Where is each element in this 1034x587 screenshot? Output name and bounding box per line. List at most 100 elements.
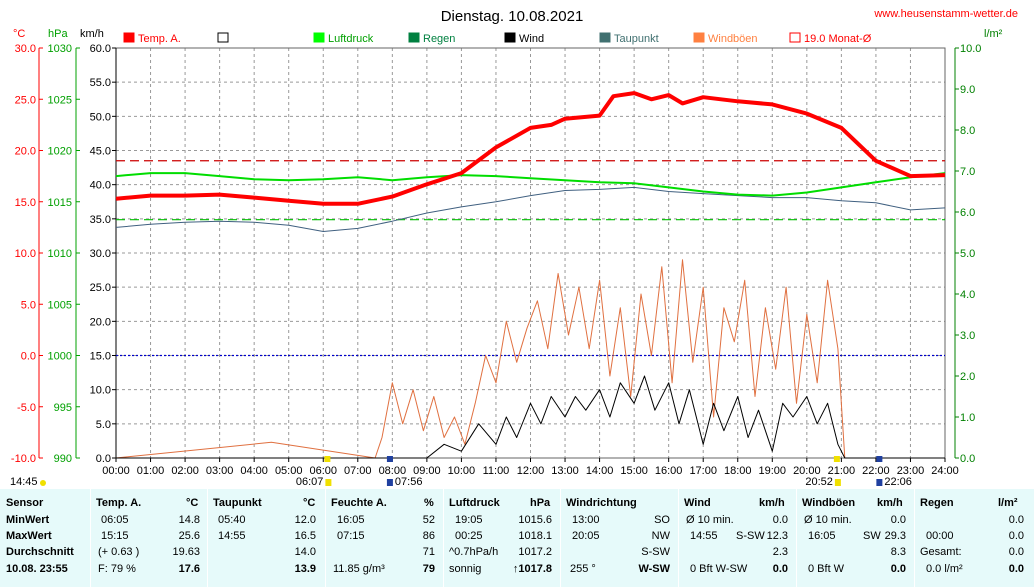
moon-marker-icon xyxy=(876,456,883,462)
time-marker-label: 22:06 xyxy=(884,476,912,488)
time-marker-label: 20:52 xyxy=(805,476,833,488)
x-tick-label: 16:00 xyxy=(655,465,683,477)
chart-title: Dienstag. 10.08.2021 xyxy=(441,8,584,25)
legend-swatch xyxy=(123,32,135,43)
wind-axis-tick-label: 30.0 xyxy=(90,248,111,260)
avg-temp: 19.63 xyxy=(172,546,200,558)
temp-axis-tick-label: -5.0 xyxy=(17,402,36,414)
x-tick-label: 23:00 xyxy=(897,465,925,477)
min-feu-time: 16:05 xyxy=(337,514,365,526)
legend-swatch xyxy=(693,32,705,43)
time-markers: 14:45 06:07 07:56 20:52 22:06 xyxy=(10,456,912,488)
header-luftdruck: Luftdruck xyxy=(449,497,500,509)
wind-axis-tick-label: 60.0 xyxy=(90,43,111,55)
legend-label: Regen xyxy=(423,33,455,45)
wind-axis-label: km/h xyxy=(80,28,104,40)
avg-re: 0.0 xyxy=(1008,546,1024,558)
x-tick-label: 00:00 xyxy=(102,465,130,477)
temp-axis-tick-label: 20.0 xyxy=(15,146,36,158)
legend-label: 19.0 Monat-Ø xyxy=(804,33,872,45)
x-tick-label: 08:00 xyxy=(379,465,407,477)
series-lines xyxy=(115,91,946,459)
pressure-axis-label: hPa xyxy=(48,28,68,40)
series-line-luftdruck xyxy=(115,172,946,197)
max-feu-time: 07:15 xyxy=(337,530,365,542)
temp-axis-tick-label: 5.0 xyxy=(21,299,36,311)
max-wr-time: 20:05 xyxy=(572,530,600,542)
avg-wi: 2.3 xyxy=(772,546,788,558)
legend-swatch xyxy=(599,32,611,43)
legend-swatch xyxy=(789,32,801,43)
axes: -10.0 -5.0 0.0 5.0 10.0 15.0 20.0 25.0 30.0 990 99… xyxy=(11,43,982,465)
min-feu: 52 xyxy=(422,514,435,526)
wind-axis-tick-label: 0.0 xyxy=(96,453,111,465)
rain-axis-tick-label: 8.0 xyxy=(960,125,975,137)
x-tick-label: 06:00 xyxy=(309,465,337,477)
x-tick-label: 14:00 xyxy=(586,465,614,477)
avg-temp-delta: (+ 0.63 ) xyxy=(98,546,140,558)
x-tick-label: 01:00 xyxy=(137,465,165,477)
temp-axis-tick-label: 0.0 xyxy=(21,351,36,363)
legend-label: Wind xyxy=(519,33,544,45)
series-line-taupunkt xyxy=(115,186,946,232)
max-lu: 1018.1 xyxy=(518,530,552,542)
chart-background xyxy=(0,0,1034,489)
avg-wb: 8.3 xyxy=(890,546,906,558)
max-tau: 16.5 xyxy=(294,530,316,542)
min-wi: 0.0 xyxy=(772,514,788,526)
cur-wr-deg: 255 ° xyxy=(570,563,596,575)
cur-tau: 13.9 xyxy=(294,563,316,575)
header-temp: Temp. A. xyxy=(96,497,142,509)
max-re: 0.0 xyxy=(1008,530,1024,542)
max-temp-time: 15:15 xyxy=(101,530,129,542)
header-temp-unit: °C xyxy=(186,497,199,509)
x-tick-label: 11:00 xyxy=(483,465,510,477)
x-tick-label: 07:00 xyxy=(344,465,372,477)
x-tick-label: 02:00 xyxy=(171,465,199,477)
series-line-temp-a- xyxy=(115,91,946,206)
temp-axis-label: °C xyxy=(13,28,25,40)
min-lu: 1015.6 xyxy=(518,514,552,526)
x-tick-label: 10:00 xyxy=(448,465,476,477)
rain-axis-tick-label: 5.0 xyxy=(960,248,975,260)
site-url[interactable]: www.heusenstamm-wetter.de xyxy=(873,8,1018,20)
wind-axis-tick-label: 35.0 xyxy=(90,214,111,226)
wind-axis-tick-label: 50.0 xyxy=(90,111,111,123)
wind-axis-tick-label: 45.0 xyxy=(90,146,111,158)
time-marker-label: 14:45 xyxy=(10,476,38,488)
min-temp: 14.8 xyxy=(178,514,200,526)
x-tick-label: 17:00 xyxy=(689,465,717,477)
rain-axis-tick-label: 2.0 xyxy=(960,371,975,383)
rain-axis-tick-label: 3.0 xyxy=(960,330,975,342)
rain-axis-tick-label: 6.0 xyxy=(960,207,975,219)
x-tick-label: 03:00 xyxy=(206,465,234,477)
min-re: 0.0 xyxy=(1008,514,1024,526)
min-wb-time: Ø 10 min. xyxy=(804,514,852,526)
legend-label: Temp. A. xyxy=(138,33,181,45)
wind-axis-tick-label: 5.0 xyxy=(96,419,111,431)
max-wi: 12.3 xyxy=(766,530,788,542)
cur-re-sum: 0.0 l/m² xyxy=(926,563,963,575)
max-wr: NW xyxy=(651,530,670,542)
row-label-min: MinWert xyxy=(6,514,50,526)
sun-marker-icon xyxy=(833,456,840,462)
header-wind-unit: km/h xyxy=(759,497,785,509)
x-tick-label: 04:00 xyxy=(240,465,268,477)
legend-swatch xyxy=(504,32,516,43)
temp-axis-tick-label: 30.0 xyxy=(15,43,36,55)
grid xyxy=(115,47,946,459)
cur-feu-abs: 11.85 g/m³ xyxy=(333,563,385,575)
pressure-axis-tick-label: 1025 xyxy=(48,94,72,106)
avg-lu-trend: ^0.7hPa/h xyxy=(449,546,499,558)
series-line-wind xyxy=(116,375,945,459)
legend-swatch xyxy=(217,32,229,43)
sun-marker-icon xyxy=(325,479,332,486)
pressure-axis-tick-label: 1015 xyxy=(48,197,72,209)
max-wb: 29.3 xyxy=(884,530,906,542)
x-tick-label: 21:00 xyxy=(828,465,856,477)
rain-axis-tick-label: 10.0 xyxy=(960,43,981,55)
cur-lu-status: sonnig xyxy=(449,563,482,575)
temp-axis-tick-label: 10.0 xyxy=(15,248,36,260)
cur-wr: W-SW xyxy=(638,563,670,575)
avg-feu: 71 xyxy=(422,546,435,558)
